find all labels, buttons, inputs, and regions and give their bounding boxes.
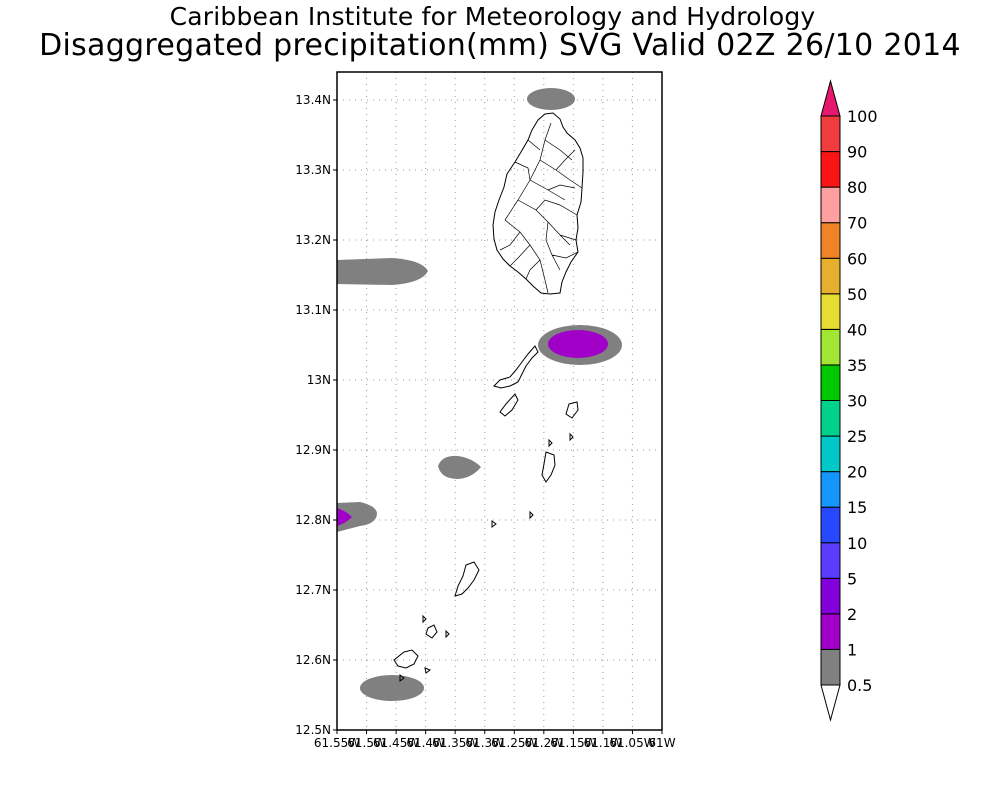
lon-tick-label: 61.35W — [432, 736, 478, 750]
island-islet-4 — [393, 649, 419, 669]
island-st-vincent-ridges — [499, 122, 583, 294]
colorbar-swatch — [820, 293, 841, 330]
lon-tick-label: 61.25W — [491, 736, 537, 750]
lon-tick-label: 61.05W — [609, 736, 655, 750]
colorbar-swatch — [820, 151, 841, 188]
colorbar-high-arrow — [820, 79, 841, 117]
colorbar-label: 90 — [847, 143, 867, 162]
colorbar-label: 50 — [847, 285, 867, 304]
lon-tick-label: 61.4W — [406, 736, 445, 750]
latitude-axis: 13.4N 13.3N 13.2N 13.1N 13N 12.9N 12.8N 12.7N 12… — [295, 93, 337, 737]
colorbar-label: 15 — [847, 498, 867, 517]
lat-tick-label: 12.7N — [295, 583, 331, 597]
colorbar-label: 80 — [847, 178, 867, 197]
colorbar-swatch — [820, 435, 841, 473]
island-cay-2 — [569, 432, 574, 442]
colorbar-label: 5 — [847, 569, 857, 588]
colorbar-label: 20 — [847, 463, 867, 482]
colorbar-label: 40 — [847, 320, 867, 339]
island-cay-4 — [491, 520, 497, 528]
colorbar-label: 25 — [847, 427, 867, 446]
island-outlines — [393, 112, 584, 682]
map-subtitle: Disaggregated precipitation(mm) SVG Vali… — [39, 28, 961, 63]
island-mustique — [499, 393, 519, 417]
island-islet-2 — [445, 629, 450, 639]
colorbar-swatch — [820, 648, 841, 686]
colorbar-label: 1 — [847, 640, 857, 659]
colorbar-swatch — [820, 364, 841, 401]
colorbar-label: 10 — [847, 534, 867, 553]
island-cay-1 — [548, 438, 553, 448]
precip-area-0.5mm — [360, 675, 424, 701]
lon-tick-label: 61.15W — [550, 736, 596, 750]
lon-tick-label: 61W — [648, 736, 675, 750]
island-carriacou — [454, 561, 480, 597]
precip-area-2mm — [337, 508, 352, 526]
map-title: Caribbean Institute for Meteorology and … — [169, 2, 816, 31]
lon-tick-label: 61.55W — [314, 736, 360, 750]
lon-tick-label: 61.5W — [347, 736, 386, 750]
lat-tick-label: 13.2N — [295, 233, 331, 247]
map-plot-area — [337, 72, 662, 730]
colorbar-label: 70 — [847, 214, 867, 233]
lon-tick-label: 61.2W — [525, 736, 564, 750]
lat-tick-label: 13.1N — [295, 303, 331, 317]
island-cay-3 — [529, 510, 534, 520]
colorbar-swatch — [820, 115, 841, 153]
colorbar-swatch — [820, 613, 841, 650]
island-islet-6 — [399, 674, 405, 682]
colorbar-label: 35 — [847, 356, 867, 375]
island-union — [541, 451, 556, 483]
lat-tick-label: 13N — [307, 373, 331, 387]
longitude-axis: 61.55W61.5W61.45W61.4W61.35W61.3W61.25W6… — [314, 730, 676, 750]
colorbar-swatch — [820, 577, 841, 615]
precip-area-0.5mm — [438, 455, 481, 479]
island-bequia — [493, 345, 539, 389]
lat-tick-label: 12.9N — [295, 443, 331, 457]
lat-tick-label: 12.5N — [295, 723, 331, 737]
island-canouan — [565, 401, 579, 419]
island-st-vincent — [492, 112, 584, 295]
colorbar-label: 30 — [847, 392, 867, 411]
colorbar-label: 60 — [847, 249, 867, 268]
precip-area-0.5mm — [527, 88, 575, 110]
lat-tick-label: 12.8N — [295, 513, 331, 527]
precip-area-2mm — [548, 330, 608, 358]
colorbar-swatch — [820, 400, 841, 437]
precip-area-0.5mm — [337, 502, 377, 532]
precipitation-areas — [337, 88, 622, 701]
colorbar-label: 100 — [847, 107, 878, 126]
colorbar-swatch — [820, 542, 841, 579]
lon-tick-label: 61.3W — [465, 736, 504, 750]
colorbar-label: 0.5 — [847, 676, 872, 695]
island-islet-1 — [425, 624, 438, 639]
lon-tick-label: 61.45W — [373, 736, 419, 750]
colorbar-swatch — [820, 328, 841, 366]
colorbar-swatch — [820, 186, 841, 224]
colorbar-swatch — [820, 257, 841, 295]
colorbar-low-arrow — [820, 684, 841, 722]
lat-tick-label: 13.4N — [295, 93, 331, 107]
lat-tick-label: 12.6N — [295, 653, 331, 667]
lat-tick-label: 13.3N — [295, 163, 331, 177]
colorbar-swatch — [820, 222, 841, 259]
lon-tick-label: 61.1W — [584, 736, 623, 750]
colorbar-swatch — [820, 471, 841, 508]
colorbar-label: 2 — [847, 605, 857, 624]
island-islet-5 — [424, 667, 432, 674]
map-gridlines — [337, 72, 662, 730]
precip-area-0.5mm — [337, 258, 428, 285]
colorbar-swatch — [820, 506, 841, 544]
map-frame — [336, 71, 663, 731]
island-islet-3 — [422, 614, 427, 624]
